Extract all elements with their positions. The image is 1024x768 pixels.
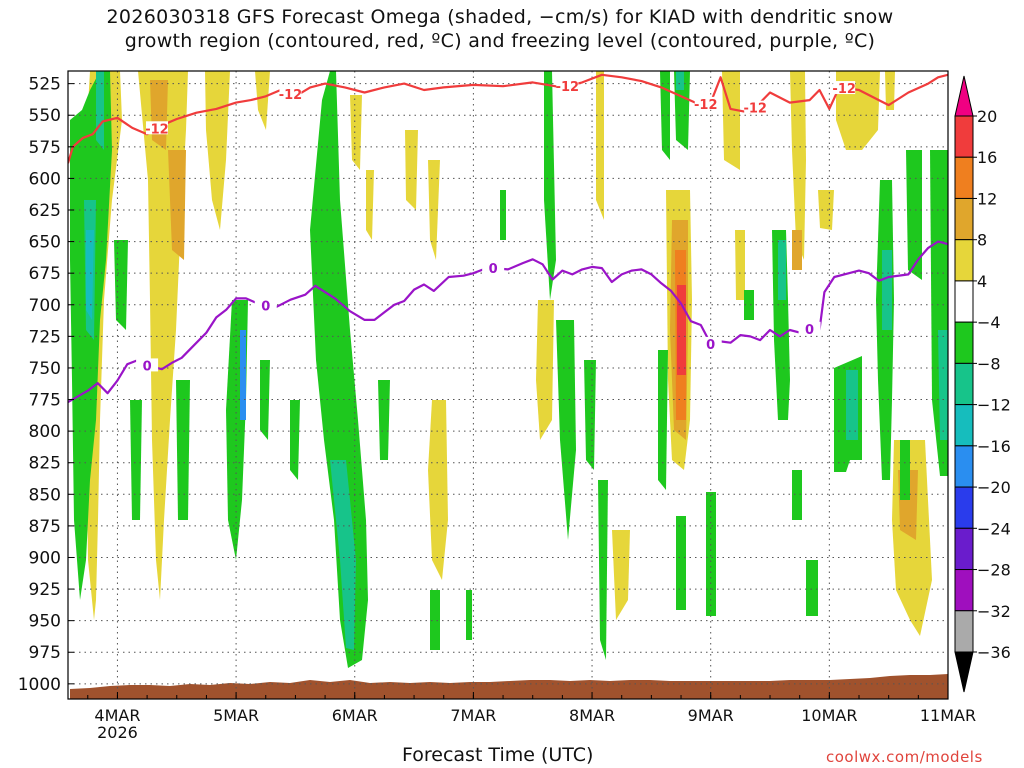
colorbar-bin-12 [954, 569, 974, 612]
dendritic-label-bg [694, 96, 717, 110]
contour-layer: -12 -12 -12 -12 -12 -12 0 0 0 0 0 [68, 73, 948, 404]
colorbar-bin-8 [954, 404, 974, 447]
colorbar-label-3: 8 [977, 231, 987, 250]
y-tick-label-800: 800 [29, 422, 61, 442]
freezing-label-bg [482, 261, 505, 275]
dendritic-label-bg [556, 79, 579, 93]
colorbar-label-5: −4 [977, 313, 1001, 332]
y-tick-label-550: 550 [29, 106, 61, 126]
dendritic-contour-label: -12 [279, 88, 303, 103]
colorbar-bottom-arrow [954, 651, 974, 693]
y-tick-label-725: 725 [29, 327, 61, 347]
y-tick-label-1000: 1000 [18, 675, 61, 695]
x-tick-sublabel: 2026 [97, 723, 138, 742]
colorbar-label-13: −36 [977, 643, 1011, 662]
plot-frame [67, 70, 949, 700]
colorbar-label-2: 12 [977, 189, 997, 208]
y-tick-label-950: 950 [29, 612, 61, 632]
colorbar-label-7: −12 [977, 396, 1011, 415]
dendritic-contour-label: -12 [832, 82, 856, 97]
y-tick-label-700: 700 [29, 296, 61, 316]
colorbar-label-8: −16 [977, 437, 1011, 456]
y-tick-label-675: 675 [29, 264, 61, 284]
x-axis-title: Forecast Time (UTC) [402, 744, 594, 766]
x-tick-label-5MAR: 5MAR [213, 706, 259, 725]
colorbar-label-12: −32 [977, 602, 1011, 621]
freezing-contour-label: 0 [261, 300, 270, 315]
freezing-contour-label: 0 [706, 338, 715, 353]
x-tick-label-11MAR: 11MAR [920, 706, 976, 725]
x-tick-label-7MAR: 7MAR [450, 706, 496, 725]
y-tick-label-525: 525 [29, 75, 61, 95]
colorbar-bin-2 [954, 156, 974, 199]
dendritic-contour-line [68, 73, 948, 164]
colorbar-bin-13 [954, 610, 974, 653]
freezing-label-bg [699, 336, 722, 350]
colorbar: 20 16 12 8 4 −4 −8 −12 −16 −20 −24 −28 −32 −36 [954, 75, 1011, 693]
y-tick-label-775: 775 [29, 391, 61, 411]
colorbar-bin-9 [954, 445, 974, 488]
x-tick-label-6MAR: 6MAR [332, 706, 378, 725]
y-tick-label-875: 875 [29, 517, 61, 537]
pressure-axis: 525 550 575 600 625 650 675 700 725 750 775 800 825 8… [18, 75, 74, 695]
colorbar-bin-3 [954, 197, 974, 241]
dendritic-label-bg [833, 81, 856, 95]
dendritic-contour-label: -12 [145, 122, 169, 137]
colorbar-label-9: −20 [977, 478, 1011, 497]
y-tick-label-850: 850 [29, 485, 61, 505]
colorbar-bin-1 [954, 115, 974, 158]
dendritic-contour-label: -12 [556, 80, 580, 95]
y-tick-label-650: 650 [29, 233, 61, 253]
dendritic-contour-label: -12 [743, 102, 767, 117]
y-tick-label-625: 625 [29, 201, 61, 221]
freezing-contour-label: 0 [805, 323, 814, 338]
y-tick-label-825: 825 [29, 454, 61, 474]
x-tick-label-8MAR: 8MAR [569, 706, 615, 725]
freezing-label-bg [254, 298, 277, 312]
ground-surface [70, 674, 948, 699]
colorbar-bin-7 [954, 362, 974, 406]
y-tick-label-925: 925 [29, 580, 61, 600]
colorbar-label-4: 4 [977, 272, 987, 291]
colorbar-label-6: −8 [977, 354, 1001, 373]
dendritic-label-bg [744, 100, 767, 114]
colorbar-bin-10 [954, 486, 974, 529]
colorbar-bin-6 [954, 321, 974, 364]
dendritic-label-bg [279, 87, 302, 101]
colorbar-label-11: −28 [977, 561, 1011, 580]
dendritic-label-bg [145, 121, 168, 135]
freezing-label-bg [136, 358, 159, 372]
colorbar-bin-5 [954, 280, 974, 323]
chart-title-line1: 2026030318 GFS Forecast Omega (shaded, −… [106, 6, 894, 28]
colorbar-top-arrow [954, 75, 974, 117]
y-tick-label-575: 575 [29, 138, 61, 158]
chart-title-line2: growth region (contoured, red, ºC) and f… [124, 30, 876, 52]
y-tick-label-600: 600 [29, 169, 61, 189]
colorbar-label-0: 20 [977, 107, 997, 126]
y-tick-label-750: 750 [29, 359, 61, 379]
freezing-contour-label: 0 [489, 262, 498, 277]
freezing-label-bg [798, 321, 821, 335]
x-tick-label-9MAR: 9MAR [688, 706, 734, 725]
x-tick-label-10MAR: 10MAR [801, 706, 857, 725]
credit-text: coolwx.com/models [826, 748, 983, 766]
y-tick-label-975: 975 [29, 643, 61, 663]
dendritic-contour-label: -12 [694, 98, 718, 113]
omega-shading-layer [70, 71, 948, 699]
x-tick-label-4MAR: 4MAR [94, 706, 140, 725]
colorbar-label-1: 16 [977, 148, 997, 167]
colorbar-bin-11 [954, 527, 974, 571]
colorbar-label-10: −24 [977, 519, 1011, 538]
y-tick-label-900: 900 [29, 548, 61, 568]
colorbar-bin-4 [954, 239, 974, 282]
freezing-contour-label: 0 [143, 359, 152, 374]
